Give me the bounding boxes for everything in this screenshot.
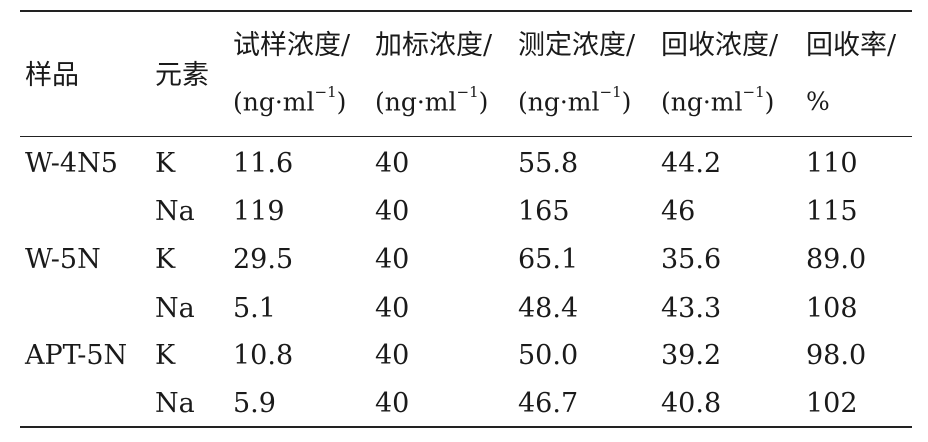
header-element: 元素 <box>155 60 209 91</box>
cell-element: K <box>155 340 176 371</box>
cell-measured-concentration: 46.7 <box>518 388 579 419</box>
cell-recovered-concentration: 44.2 <box>661 148 722 179</box>
cell-measured-concentration: 165 <box>518 196 570 227</box>
header-sample-concentration: 试样浓度/ <box>233 30 351 61</box>
cell-sample: APT-5N <box>25 340 128 371</box>
cell-spiked-concentration: 40 <box>375 293 410 324</box>
cell-spiked-concentration: 40 <box>375 244 410 275</box>
cell-measured-concentration: 48.4 <box>518 293 579 324</box>
cell-recovered-concentration: 40.8 <box>661 388 722 419</box>
cell-recovery-rate: 108 <box>806 293 858 324</box>
cell-recovered-concentration: 39.2 <box>661 340 722 371</box>
header-recovery-rate: 回收率/ <box>806 30 897 61</box>
cell-measured-concentration: 50.0 <box>518 340 579 371</box>
cell-recovery-rate: 98.0 <box>806 340 867 371</box>
cell-recovery-rate: 110 <box>806 148 858 179</box>
cell-sample: W-5N <box>25 244 101 275</box>
header-recovered-concentration: 回收浓度/ <box>661 30 779 61</box>
cell-sample-concentration: 5.9 <box>233 388 276 419</box>
cell-sample: W-4N5 <box>25 148 118 179</box>
header-unit-c4: (ng·ml−1) <box>661 83 775 117</box>
cell-spiked-concentration: 40 <box>375 340 410 371</box>
cell-recovered-concentration: 46 <box>661 196 696 227</box>
table-header-rule <box>20 136 912 137</box>
cell-sample-concentration: 119 <box>233 196 285 227</box>
cell-sample-concentration: 29.5 <box>233 244 294 275</box>
cell-sample-concentration: 10.8 <box>233 340 294 371</box>
header-unit-c2: (ng·ml−1) <box>375 83 489 117</box>
cell-spiked-concentration: 40 <box>375 388 410 419</box>
cell-element: Na <box>155 388 195 419</box>
header-unit-c5: % <box>806 87 830 116</box>
cell-sample-concentration: 11.6 <box>233 148 294 179</box>
cell-element: K <box>155 244 176 275</box>
table-top-rule <box>20 10 912 12</box>
cell-recovery-rate: 102 <box>806 388 858 419</box>
cell-sample-concentration: 5.1 <box>233 293 276 324</box>
header-sample: 样品 <box>25 60 79 91</box>
header-unit-c3: (ng·ml−1) <box>518 83 632 117</box>
cell-spiked-concentration: 40 <box>375 196 410 227</box>
cell-recovery-rate: 115 <box>806 196 858 227</box>
cell-measured-concentration: 65.1 <box>518 244 579 275</box>
cell-spiked-concentration: 40 <box>375 148 410 179</box>
cell-recovered-concentration: 43.3 <box>661 293 722 324</box>
cell-measured-concentration: 55.8 <box>518 148 579 179</box>
header-measured-concentration: 测定浓度/ <box>518 30 636 61</box>
cell-recovery-rate: 89.0 <box>806 244 867 275</box>
cell-element: Na <box>155 293 195 324</box>
table-bottom-rule <box>20 426 912 428</box>
cell-recovered-concentration: 35.6 <box>661 244 722 275</box>
header-spiked-concentration: 加标浓度/ <box>375 30 493 61</box>
cell-element: K <box>155 148 176 179</box>
cell-element: Na <box>155 196 195 227</box>
header-unit-c1: (ng·ml−1) <box>233 83 347 117</box>
